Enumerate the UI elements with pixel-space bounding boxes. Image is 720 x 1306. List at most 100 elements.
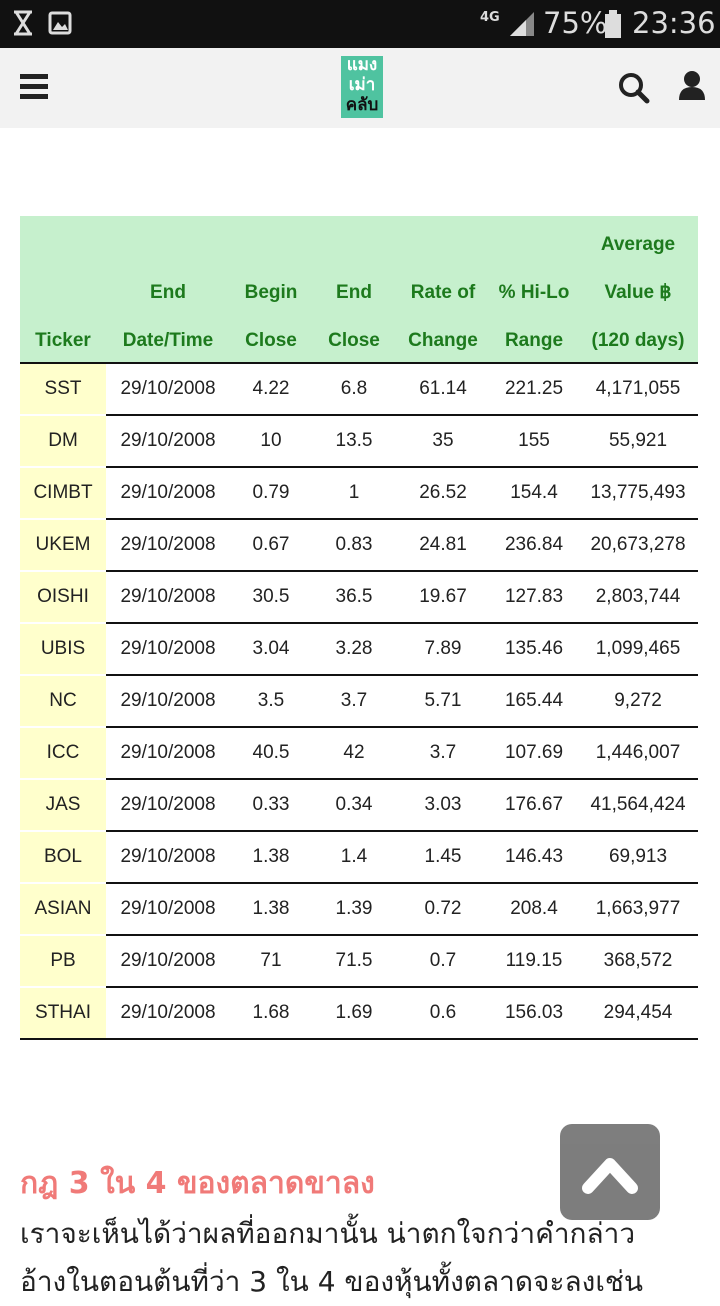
row-rule	[106, 830, 698, 832]
header-text: Rate of	[410, 282, 476, 303]
table-cell: 3.03	[424, 794, 462, 815]
table-cell: 29/10/2008	[120, 1002, 216, 1023]
table-cell: 29/10/2008	[120, 638, 216, 659]
table-cell: 119.15	[505, 950, 563, 971]
ticker-bg	[20, 468, 106, 518]
table-cell: 9,272	[614, 690, 662, 711]
header-text: Close	[328, 330, 380, 351]
header-text: Average	[600, 234, 676, 255]
table-cell: 26.52	[419, 482, 467, 503]
header-cell: Begin Close	[230, 221, 312, 365]
table-cell: 127.83	[504, 586, 564, 607]
table-cell: NC	[49, 690, 77, 711]
ticker-bg	[20, 520, 106, 570]
table-cell: 0.34	[335, 794, 373, 815]
header-text: Close	[245, 330, 297, 351]
row-rule	[106, 414, 698, 416]
battery-icon	[605, 10, 621, 38]
table-cell: 155	[518, 430, 550, 451]
row-rule	[20, 1038, 106, 1040]
row-rule	[106, 986, 698, 988]
header-text: Begin	[244, 282, 298, 303]
table-cell: JAS	[45, 794, 81, 815]
table-cell: 13,775,493	[590, 482, 686, 503]
table-cell: DM	[48, 430, 78, 451]
logo[interactable]: แมง เม่า คลับ	[341, 56, 383, 118]
header-cell: Rate of Change	[396, 221, 490, 365]
table-cell: 0.33	[252, 794, 290, 815]
table-cell: 135.46	[504, 638, 564, 659]
header-cell: % Hi-Lo Range	[490, 221, 578, 365]
table-cell: 1.38	[252, 898, 290, 919]
table-cell: BOL	[43, 846, 83, 867]
table-cell: 24.81	[419, 534, 467, 555]
table-cell: 0.72	[424, 898, 462, 919]
table-cell: 4.22	[252, 378, 290, 399]
article-paragraph: เราจะเห็นได้ว่าผลที่ออกมานั้น น่าตกใจกว่…	[20, 1210, 643, 1306]
header-text: Range	[504, 330, 564, 351]
table-cell: 29/10/2008	[120, 898, 216, 919]
header-rule	[20, 362, 698, 364]
table-cell: 0.83	[335, 534, 373, 555]
table-cell: 154.4	[510, 482, 558, 503]
ticker-bg	[20, 624, 106, 674]
signal-icon	[510, 12, 534, 36]
table-header-bg	[20, 216, 698, 362]
header-text: % Hi-Lo	[498, 282, 570, 303]
battery-percent: 75%	[543, 6, 608, 40]
table-cell: 7.89	[424, 638, 462, 659]
table-cell: 61.14	[419, 378, 467, 399]
table-cell: 10	[260, 430, 282, 451]
table-cell: 107.69	[504, 742, 564, 763]
table-cell: 71.5	[335, 950, 373, 971]
table-cell: STHAI	[35, 1002, 91, 1023]
table-cell: 3.04	[252, 638, 290, 659]
table-cell: 42	[343, 742, 365, 763]
ticker-bg	[20, 884, 106, 934]
table-cell: 368,572	[603, 950, 673, 971]
table-cell: 29/10/2008	[120, 430, 216, 451]
search-button[interactable]	[618, 72, 650, 104]
table-cell: 208.4	[510, 898, 558, 919]
table-cell: 30.5	[252, 586, 290, 607]
table-cell: 1.4	[340, 846, 368, 867]
table-cell: 29/10/2008	[120, 742, 216, 763]
row-rule	[106, 726, 698, 728]
table-cell: 1.69	[335, 1002, 373, 1023]
menu-button[interactable]	[20, 74, 48, 100]
table-cell: 29/10/2008	[120, 534, 216, 555]
table-cell: SST	[44, 378, 82, 399]
header-cell: End Date/Time	[106, 221, 230, 365]
table-cell: 236.84	[504, 534, 564, 555]
header-text: Ticker	[35, 330, 91, 351]
ticker-bg	[20, 676, 106, 726]
table-cell: 1	[348, 482, 360, 503]
table-cell: 1.38	[252, 846, 290, 867]
table-cell: 71	[260, 950, 282, 971]
table-cell: 29/10/2008	[120, 378, 216, 399]
scroll-top-button[interactable]	[560, 1124, 660, 1220]
ticker-bg	[20, 780, 106, 830]
table-cell: 3.7	[340, 690, 368, 711]
table-cell: 221.25	[504, 378, 564, 399]
table-cell: 29/10/2008	[120, 950, 216, 971]
table-cell: CIMBT	[33, 482, 93, 503]
row-rule	[106, 622, 698, 624]
row-rule	[106, 518, 698, 520]
table-cell: 6.8	[340, 378, 368, 399]
table-cell: 0.67	[252, 534, 290, 555]
table-cell: 176.67	[504, 794, 564, 815]
status-bar: 4G 75% 23:36	[0, 0, 720, 48]
chevron-icon	[582, 1158, 638, 1194]
table-cell: 69,913	[608, 846, 668, 867]
status-icons	[14, 10, 72, 36]
clock: 23:36	[632, 6, 716, 40]
table-cell: 40.5	[252, 742, 290, 763]
header-text: Change	[408, 330, 478, 351]
logo-text: เม่า	[348, 75, 376, 95]
user-button[interactable]	[678, 70, 706, 102]
header-cell: Average Value ฿ (120 days)	[578, 221, 698, 365]
table-cell: 1,663,977	[595, 898, 681, 919]
table-cell: 29/10/2008	[120, 586, 216, 607]
table-cell: ASIAN	[34, 898, 92, 919]
